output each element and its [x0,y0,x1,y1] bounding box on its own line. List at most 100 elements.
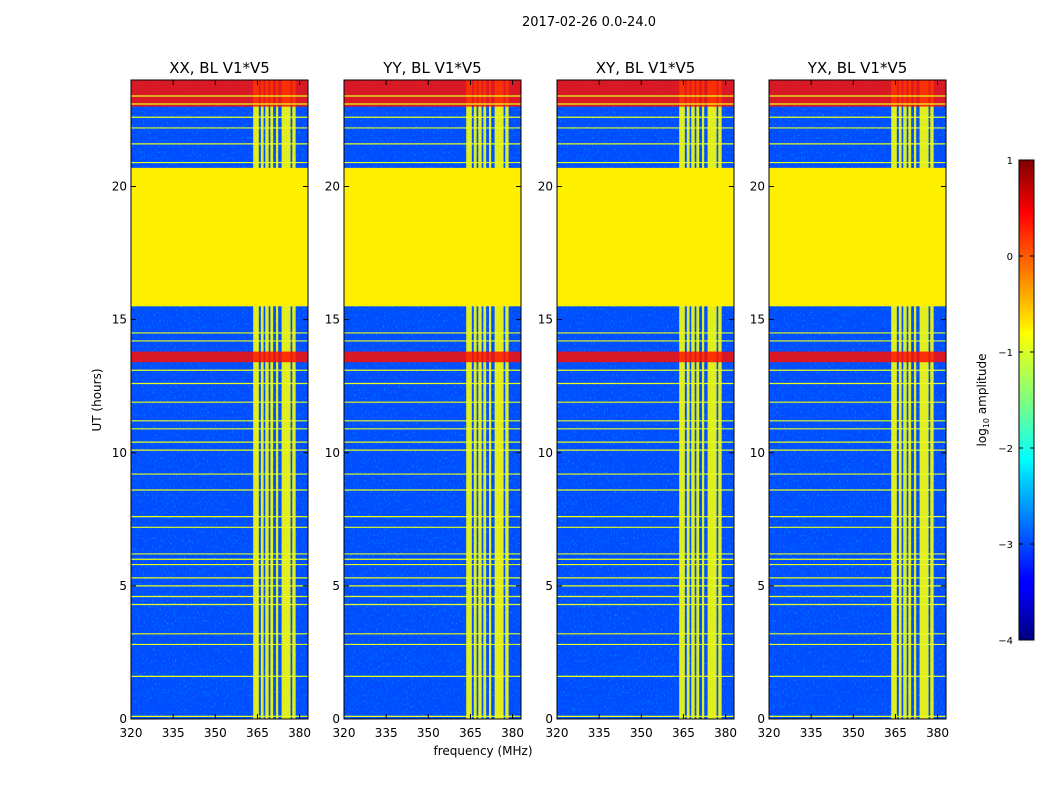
rfi-band [253,80,259,719]
x-tick-label: 335 [588,726,611,740]
x-tick-label: 380 [288,726,311,740]
heatmap-area [344,80,521,719]
rfi-band [260,80,264,719]
x-tick-label: 365 [246,726,269,740]
colorbar-tick-label: −4 [998,636,1013,647]
panel-frame [768,79,947,720]
flagged-block [769,167,946,307]
rfi-band [930,80,934,719]
flagged-block [344,167,521,307]
y-tick-label: 10 [325,446,340,460]
panel-3: XY, BL V1*V5 320 335 350 365 380 0 5 10 15 20 [538,59,737,740]
x-tick-label: 320 [120,726,143,740]
x-tick-label: 365 [884,726,907,740]
y-tick-label: 15 [750,313,765,327]
y-tick-label: 15 [112,313,127,327]
y-tick-label: 20 [112,180,127,194]
y-tick-label: 0 [545,712,553,726]
colorbar-tick-label: 1 [1007,156,1013,167]
rfi-band [908,80,912,719]
strong-rfi-band [769,351,946,363]
colorbar-tick-label: −3 [998,540,1013,551]
flagged-block [557,167,734,307]
colorbar-tick-label: −1 [998,348,1013,359]
figure-suptitle: 2017-02-26 0.0-24.0 [522,15,656,30]
rfi-band [919,80,929,719]
y-tick-label: 0 [332,712,340,726]
x-tick-label: 350 [204,726,227,740]
y-tick-label: 5 [545,579,553,593]
y-tick-label: 10 [750,446,765,460]
y-tick-label: 0 [119,712,127,726]
heatmap-area [769,80,946,719]
x-tick-label: 365 [459,726,482,740]
strong-rfi-band [557,351,734,363]
y-tick-label: 5 [332,579,340,593]
strong-rfi-band [344,351,521,363]
x-tick-label: 350 [842,726,865,740]
panel-frame [130,79,309,720]
strong-rfi-band [557,80,734,107]
y-tick-label: 15 [538,313,553,327]
y-tick-label: 10 [538,446,553,460]
x-tick-label: 365 [672,726,695,740]
y-tick-label: 5 [757,579,765,593]
rfi-band [265,80,269,719]
rfi-band [488,80,492,719]
rfi-band [494,80,504,719]
y-tick-label: 10 [112,446,127,460]
strong-rfi-band [769,80,946,107]
y-tick-label: 20 [325,180,340,194]
y-tick-label: 15 [325,313,340,327]
panel-title: XX, BL V1*V5 [169,59,270,77]
x-tick-label: 320 [333,726,356,740]
rfi-band [478,80,482,719]
x-axis-label: frequency (MHz) [433,744,532,758]
rfi-band [473,80,477,719]
colorbar: log10 amplitude 1 0 −1 −2 −3 −4 [975,156,1035,647]
x-tick-label: 350 [417,726,440,740]
rfi-band [701,80,705,719]
x-tick-label: 335 [800,726,823,740]
rfi-band [281,80,291,719]
panel-title: YY, BL V1*V5 [382,59,481,77]
x-tick-label: 380 [926,726,949,740]
y-tick-label: 20 [750,180,765,194]
rfi-band [718,80,722,719]
x-tick-label: 335 [162,726,185,740]
panel-title: XY, BL V1*V5 [596,59,696,77]
rfi-band [691,80,695,719]
colorbar-tick-label: −2 [998,444,1013,455]
x-tick-label: 320 [758,726,781,740]
panel-frame [343,79,522,720]
strong-rfi-band [131,80,308,107]
panel-title: YX, BL V1*V5 [807,59,908,77]
rfi-band [891,80,897,719]
panel-4: YX, BL V1*V5 320 335 350 365 380 0 5 10 15 20 [750,59,949,740]
rfi-band [707,80,717,719]
y-tick-label: 20 [538,180,553,194]
heatmap-area [557,80,734,719]
strong-rfi-band [344,80,521,107]
panel-frame [556,79,735,720]
colorbar-tick-label: 0 [1007,252,1013,263]
colorbar-gradient [1018,159,1035,641]
y-tick-label: 0 [757,712,765,726]
rfi-band [275,80,279,719]
y-tick-label: 5 [119,579,127,593]
strong-rfi-band [131,351,308,363]
panel-1: XX, BL V1*V5 320 335 350 365 380 0 5 10 15 20 [112,59,311,740]
x-tick-label: 380 [714,726,737,740]
x-tick-label: 335 [375,726,398,740]
y-axis-label: UT (hours) [90,368,104,431]
rfi-band [903,80,907,719]
x-tick-label: 380 [501,726,524,740]
rfi-band [483,80,487,719]
rfi-band [686,80,690,719]
panel-2: YY, BL V1*V5 320 335 350 365 380 0 5 10 15 20 [325,59,524,740]
flagged-block [131,167,308,307]
rfi-band [913,80,917,719]
rfi-band [270,80,274,719]
heatmap-area [131,80,308,719]
